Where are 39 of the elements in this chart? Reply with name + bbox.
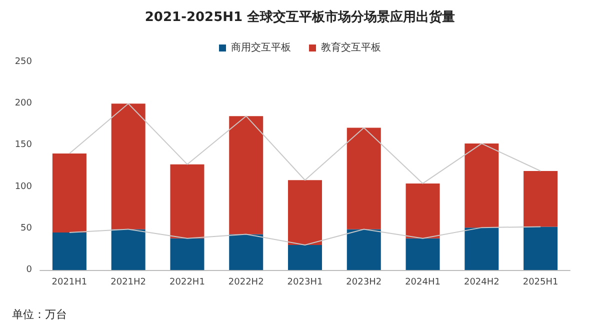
x-tick-label: 2021H2 [110,278,146,288]
bar [464,144,499,228]
legend-label: 教育交互平板 [321,42,381,54]
bar [524,226,558,270]
bar [111,229,146,270]
y-tick-label: 200 [14,98,32,109]
bar [288,180,322,246]
chart-title: 2021-2025H1 全球交互平板市场分场景应用出货量 [144,9,456,25]
y-tick-label: 150 [14,140,32,150]
bar [170,164,204,238]
x-tick-label: 2022H1 [170,278,205,288]
bar [111,104,146,230]
bar [524,170,558,227]
bar [52,232,86,270]
bar [170,238,204,270]
bar [229,116,264,234]
bar [406,183,440,238]
y-tick-label: 100 [14,182,32,192]
x-tick-label: 2025H1 [522,278,558,288]
bar [288,245,322,270]
x-tick-label: 2024H1 [405,278,440,288]
bar [346,128,381,230]
x-tick-label: 2022H2 [228,278,264,288]
bar [406,238,440,270]
x-tick-label: 2024H2 [464,278,500,288]
bar [464,228,499,270]
y-tick-label: 250 [14,57,32,67]
legend-label: 商用交互平板 [231,42,291,54]
x-tick-label: 2023H1 [287,278,323,288]
x-tick-label: 2023H2 [346,278,382,288]
line-series [68,226,542,246]
text: 单位：万台 [12,308,67,321]
bar [52,154,86,233]
bar [346,229,381,270]
y-tick-label: 50 [20,223,32,234]
bar [229,234,264,270]
line-series [68,103,542,184]
y-tick-label: 0 [26,265,32,275]
x-tick-label: 2021H1 [52,278,88,288]
